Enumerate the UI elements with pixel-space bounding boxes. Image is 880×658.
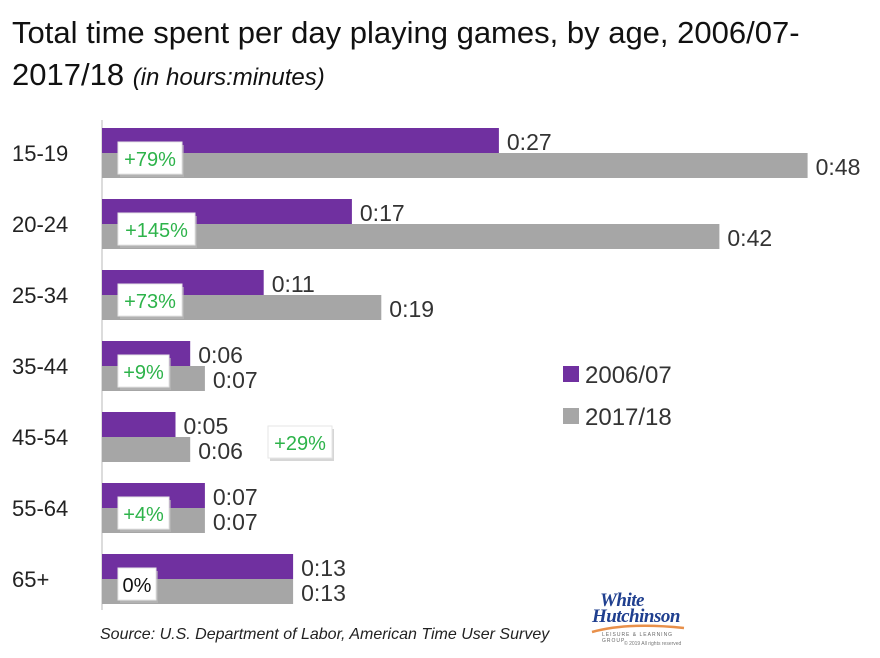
- change-badge: [117, 354, 170, 388]
- change-label: +145%: [125, 220, 188, 242]
- change-label: +73%: [124, 291, 176, 313]
- category-label: 45-54: [12, 425, 68, 450]
- source-note: Source: U.S. Department of Labor, Americ…: [100, 626, 550, 643]
- category-label: 20-24: [12, 212, 68, 237]
- legend-swatch-2017: [563, 408, 579, 424]
- chart-subtitle: (in hours:minutes): [132, 64, 325, 91]
- chart-title: Total time spent per day playing games, …: [12, 12, 872, 99]
- data-label: 0:42: [727, 225, 772, 251]
- brand-logo: White Hutchinson LEISURE & LEARNING GROU…: [588, 590, 698, 650]
- data-label: 0:27: [507, 129, 552, 155]
- data-label: 0:07: [213, 484, 258, 510]
- category-label: 35-44: [12, 354, 68, 379]
- bar-2017: [102, 437, 191, 462]
- title-text: Total time spent per day playing games, …: [12, 15, 800, 92]
- category-label: 65+: [12, 567, 49, 592]
- logo-line2: Hutchinson: [592, 606, 680, 627]
- data-label: 0:13: [301, 580, 346, 606]
- category-label: 25-34: [12, 283, 68, 308]
- logo-tagline: LEISURE & LEARNING GROUP: [602, 632, 674, 644]
- change-label: +29%: [274, 433, 326, 455]
- bar-2017: [102, 224, 720, 249]
- category-label: 15-19: [12, 141, 68, 166]
- bar-2017: [102, 153, 808, 178]
- change-badge: [117, 141, 183, 175]
- data-label: 0:07: [213, 509, 258, 535]
- change-label: 0%: [123, 575, 152, 597]
- bar-2006: [102, 412, 176, 437]
- data-label: 0:07: [213, 367, 258, 393]
- change-badge: [267, 425, 333, 459]
- legend-swatch-2006: [563, 366, 579, 382]
- data-label: 0:17: [360, 200, 405, 226]
- legend-label: 2017/18: [585, 404, 672, 431]
- logo-swoosh-icon: [591, 624, 685, 634]
- data-label: 0:19: [389, 296, 434, 322]
- legend-label: 2006/07: [585, 362, 672, 389]
- change-label: +9%: [123, 362, 164, 384]
- data-label: 0:06: [198, 438, 243, 464]
- data-label: 0:11: [272, 271, 315, 297]
- change-badge: [117, 496, 170, 530]
- logo-copyright: © 2019 All rights reserved: [624, 641, 682, 647]
- category-label: 55-64: [12, 496, 68, 521]
- data-label: 0:13: [301, 555, 346, 581]
- change-label: +79%: [124, 149, 176, 171]
- data-label: 0:06: [198, 342, 243, 368]
- change-badge: [117, 212, 196, 246]
- data-label: 0:48: [816, 154, 861, 180]
- data-label: 0:05: [184, 413, 229, 439]
- change-badge: [117, 567, 157, 601]
- logo-line1: White: [600, 590, 644, 611]
- change-label: +4%: [123, 504, 164, 526]
- change-badge: [117, 283, 183, 317]
